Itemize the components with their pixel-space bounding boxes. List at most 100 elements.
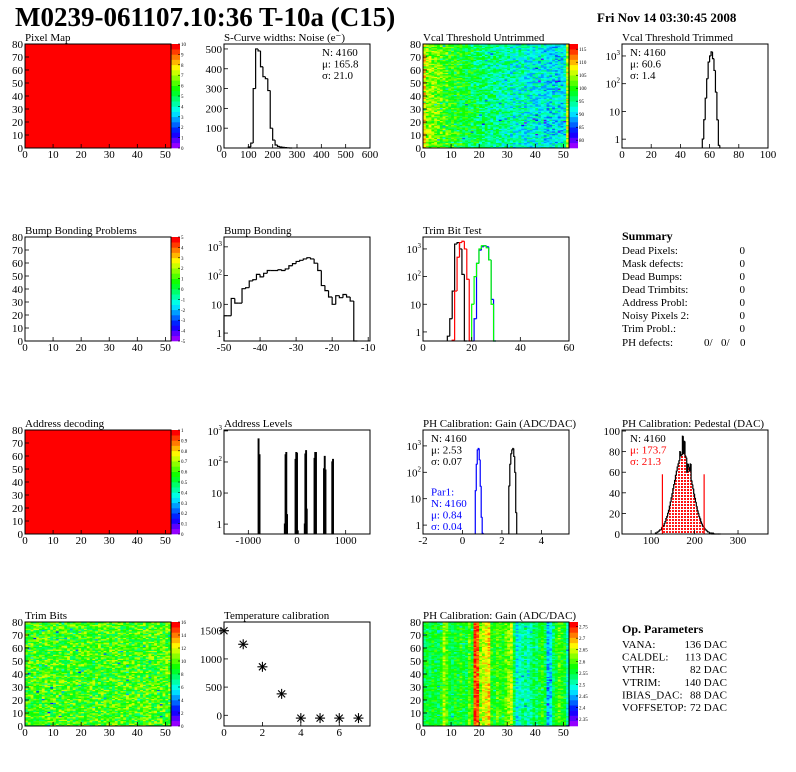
heatmap-cell bbox=[557, 88, 561, 90]
heatmap-cell bbox=[481, 97, 486, 99]
heatmap-cell bbox=[490, 62, 494, 64]
heatmap-cell bbox=[521, 79, 525, 81]
heatmap-cell bbox=[442, 120, 446, 123]
histogram-bin bbox=[509, 463, 511, 487]
op-parameter-label: VTRIM: bbox=[622, 677, 661, 689]
heatmap-cell bbox=[512, 136, 516, 138]
heatmap-cell bbox=[566, 60, 570, 63]
heatmap-cell bbox=[487, 50, 491, 53]
heatmap-cell bbox=[431, 70, 435, 72]
heatmap-cell bbox=[515, 47, 519, 50]
heatmap-cell bbox=[459, 44, 463, 46]
heatmap-cell bbox=[521, 103, 525, 106]
heatmap-cell bbox=[431, 71, 435, 73]
heatmap-cell bbox=[490, 83, 494, 85]
x-tick-label: -10 bbox=[361, 342, 376, 354]
heatmap-cell bbox=[476, 119, 480, 121]
heatmap-cell bbox=[431, 119, 435, 121]
heatmap-cell bbox=[515, 72, 519, 75]
heatmap-cell bbox=[526, 129, 530, 132]
palette-tick-label: 80 bbox=[579, 139, 585, 144]
heatmap-cell bbox=[498, 86, 502, 89]
heatmap-cell bbox=[563, 77, 567, 80]
heatmap-cell bbox=[496, 49, 500, 51]
heatmap-cell bbox=[428, 135, 432, 137]
heatmap-cell bbox=[479, 105, 483, 107]
y-tick-label: 50 bbox=[12, 78, 24, 90]
heatmap-cell bbox=[512, 89, 516, 92]
heatmap-cell bbox=[526, 57, 530, 59]
heatmap-cell bbox=[437, 62, 441, 64]
heatmap-cell bbox=[437, 97, 441, 99]
heatmap-cell bbox=[484, 133, 488, 136]
heatmap-cell bbox=[526, 58, 530, 60]
heatmap-cell bbox=[462, 136, 466, 138]
heatmap-cell bbox=[543, 111, 547, 114]
heatmap-cell bbox=[423, 132, 427, 134]
heatmap-cell bbox=[445, 80, 449, 82]
heatmap-cell bbox=[451, 112, 455, 115]
heatmap-cell bbox=[529, 142, 533, 145]
heatmap-cell bbox=[524, 122, 528, 124]
heatmap-cell bbox=[532, 86, 536, 89]
heatmap-cell bbox=[526, 76, 530, 79]
heatmap-cell bbox=[451, 141, 455, 144]
heatmap-cell bbox=[496, 88, 500, 90]
heatmap-cell bbox=[532, 76, 536, 79]
heatmap-cell bbox=[465, 107, 469, 110]
heatmap-cell bbox=[442, 112, 446, 115]
heatmap-cell bbox=[554, 135, 559, 137]
histogram-bin bbox=[692, 484, 694, 490]
palette-band bbox=[171, 518, 180, 524]
heatmap-cell bbox=[456, 63, 460, 66]
heatmap-cell bbox=[25, 720, 29, 723]
heatmap-cell bbox=[431, 59, 435, 62]
heatmap-cell bbox=[445, 53, 449, 55]
heatmap-cell bbox=[465, 70, 469, 72]
heatmap-cell bbox=[473, 57, 477, 59]
heatmap-cell bbox=[498, 111, 502, 114]
histogram-bin bbox=[449, 318, 453, 337]
heatmap-cell bbox=[493, 85, 497, 88]
heatmap-cell bbox=[481, 76, 486, 79]
heatmap-cell bbox=[493, 116, 497, 119]
x-tick-label: -30 bbox=[289, 342, 304, 354]
heatmap-cell bbox=[479, 81, 483, 84]
heatmap-cell bbox=[546, 115, 550, 118]
heatmap-cell bbox=[563, 86, 567, 89]
y-tick-label: 80 bbox=[12, 425, 24, 437]
heatmap-cell bbox=[467, 116, 472, 119]
heatmap-cell bbox=[425, 99, 429, 102]
heatmap-cell bbox=[462, 97, 466, 99]
heatmap-cell bbox=[510, 96, 514, 98]
heatmap-cell bbox=[540, 97, 545, 99]
heatmap-cell bbox=[493, 66, 497, 68]
heatmap-cell bbox=[431, 131, 435, 133]
heatmap-cell bbox=[557, 103, 561, 106]
heatmap-cell bbox=[532, 83, 536, 85]
palette-tick-label: 0.4 bbox=[181, 491, 188, 496]
heatmap-cell bbox=[552, 141, 556, 144]
heatmap-cell bbox=[521, 136, 525, 138]
heatmap-cell bbox=[459, 120, 463, 123]
heatmap-cell bbox=[554, 94, 559, 97]
heatmap-cell bbox=[507, 71, 511, 73]
heatmap-cell bbox=[529, 141, 533, 144]
heatmap-cell bbox=[431, 116, 435, 119]
heatmap-cell bbox=[524, 132, 528, 134]
y-tick-base: 1 bbox=[615, 134, 621, 146]
heatmap-cell bbox=[563, 97, 567, 99]
heatmap-cell bbox=[487, 79, 491, 81]
heatmap-cell bbox=[456, 98, 460, 101]
heatmap-cell bbox=[481, 140, 486, 142]
heatmap-cell bbox=[546, 125, 550, 128]
histogram-bin bbox=[714, 70, 717, 93]
heatmap-cell bbox=[473, 84, 477, 86]
heatmap-cell bbox=[540, 46, 545, 49]
heatmap-cell bbox=[462, 58, 466, 60]
heatmap-cell bbox=[470, 127, 474, 129]
heatmap-cell bbox=[543, 107, 547, 110]
heatmap-cell bbox=[498, 124, 502, 127]
heatmap-cell bbox=[428, 144, 432, 146]
heatmap-cell bbox=[512, 102, 516, 105]
